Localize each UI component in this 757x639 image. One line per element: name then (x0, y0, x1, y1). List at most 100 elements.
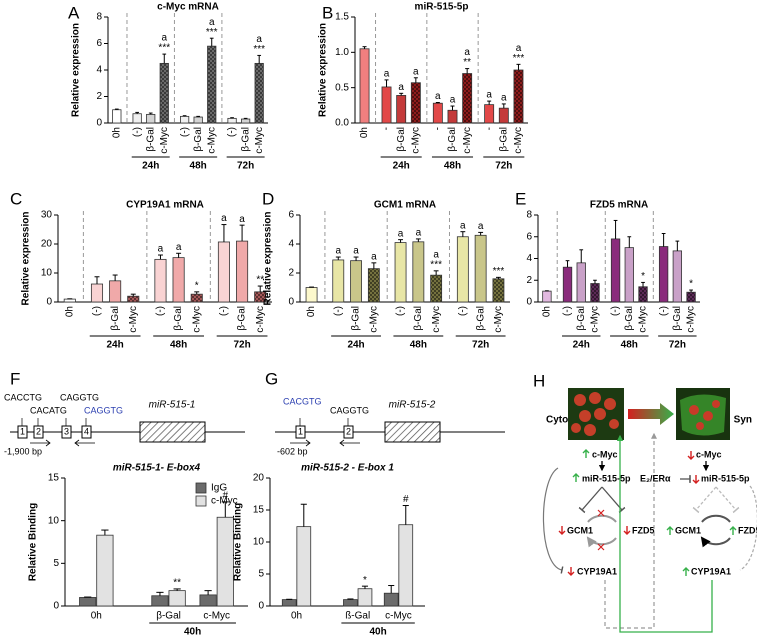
feedback-loop (702, 514, 731, 544)
bar (296, 526, 312, 607)
bar (96, 534, 114, 607)
y-tick-label: 0 (46, 297, 52, 308)
block-mark (597, 509, 605, 551)
x-tick-label: c-Myc (159, 127, 170, 154)
x-tick-label: β-Gal (498, 127, 509, 152)
panel-letter: C (10, 189, 22, 208)
error-bar (221, 501, 229, 518)
ebox (343, 425, 354, 439)
error-bar (465, 68, 470, 74)
x-tick-label: c-Myc (385, 611, 412, 622)
y-axis-label: Relative expression (71, 23, 82, 117)
micrograph-nuclei (571, 392, 619, 436)
group-label: 48h (410, 340, 427, 351)
feedback-dashed (604, 432, 657, 629)
error-bar (135, 111, 140, 114)
legend-swatch (195, 482, 207, 494)
bar (343, 599, 358, 607)
x-tick-label: 0h (91, 611, 102, 622)
bar (127, 295, 140, 303)
error-bar (173, 588, 181, 591)
y-axis-label: Relative expression (21, 212, 32, 306)
y-tick-label: 15 (253, 505, 265, 516)
group-label: 40h (369, 627, 386, 638)
significance-label: a (209, 17, 215, 28)
bar (412, 241, 425, 303)
y-axis-label: Relative expression (318, 23, 329, 117)
node: miR-515-5p (582, 473, 631, 483)
bar (168, 590, 186, 607)
error-bar (501, 103, 506, 109)
bar (90, 283, 104, 303)
bar (79, 597, 97, 607)
x-tick-label: c-Myc (254, 127, 265, 154)
error-bar (156, 591, 164, 596)
group-label: 24h (347, 340, 364, 351)
cell-label: Syn (734, 415, 752, 426)
dashed-link (739, 485, 757, 571)
x-tick-label: c-Myc (203, 611, 230, 622)
y-tick-label: 2 (288, 268, 294, 279)
panel-letter: F (10, 369, 20, 388)
bar (217, 241, 230, 303)
error-bar (613, 219, 618, 239)
x-tick-label: c-Myc (686, 306, 697, 333)
bar (590, 283, 600, 303)
bar (638, 286, 648, 303)
bar (513, 69, 524, 124)
upstream-label: -602 bp (277, 446, 308, 456)
significance-label: a (398, 228, 404, 239)
group-label: 72h (237, 161, 254, 172)
significance-label: a (239, 214, 245, 225)
node: miR-515-5p (701, 473, 750, 483)
group-label: 24h (107, 340, 124, 351)
x-tick-label: β-Gal (110, 306, 121, 331)
error-bar (399, 92, 404, 96)
error-bar (353, 256, 359, 261)
significance-label: a (371, 251, 377, 262)
feedback-loop (588, 514, 617, 544)
node: E₂/ERα (640, 473, 671, 483)
y-tick-label: 6 (96, 38, 102, 49)
group-label: 48h (621, 340, 638, 351)
significance-label: a (464, 47, 470, 58)
chart-title: miR-515-5p (415, 2, 469, 13)
ebox-label: CACATG (30, 405, 67, 415)
bar (63, 298, 76, 303)
bar (432, 102, 443, 124)
y-tick-label: 4 (288, 239, 294, 250)
gene-box (139, 421, 206, 443)
micrograph-syncytium (680, 394, 726, 436)
panel-letter: A (68, 3, 80, 22)
x-tick-label: 0h (542, 306, 553, 317)
bar (151, 595, 169, 607)
panel-letter: H (533, 371, 545, 390)
group-label: 72h (472, 340, 489, 351)
error-bar (450, 105, 455, 111)
significance-label: * (363, 575, 367, 586)
x-tick-label: (-) (610, 306, 621, 316)
chart-title: miR-515-1- E-box4 (113, 463, 201, 474)
x-tick-label: ß-Gal (345, 611, 370, 622)
error-bar (433, 270, 439, 276)
y-tick-label: 0 (288, 297, 294, 308)
error-bar (675, 240, 680, 251)
x-tick-label: (-) (219, 306, 230, 316)
error-bar (182, 115, 187, 117)
y-tick-label: 1.0 (335, 47, 349, 58)
x-tick-label: c-Myc (638, 306, 649, 333)
y-tick-label: 2 (526, 275, 532, 286)
y-tick-label: 15 (48, 473, 60, 484)
x-tick-label: β-Gal (351, 306, 362, 331)
y-tick-label: 0.5 (335, 82, 349, 93)
up-arrow (682, 567, 690, 576)
x-tick-label: β-Gal (413, 306, 424, 331)
chart-title: FZD5 mRNA (590, 200, 648, 211)
x-tick-label: β-Gal (156, 611, 181, 622)
significance-label: a (516, 43, 522, 54)
error-bar (661, 232, 666, 247)
x-tick-label: (-) (562, 306, 573, 316)
